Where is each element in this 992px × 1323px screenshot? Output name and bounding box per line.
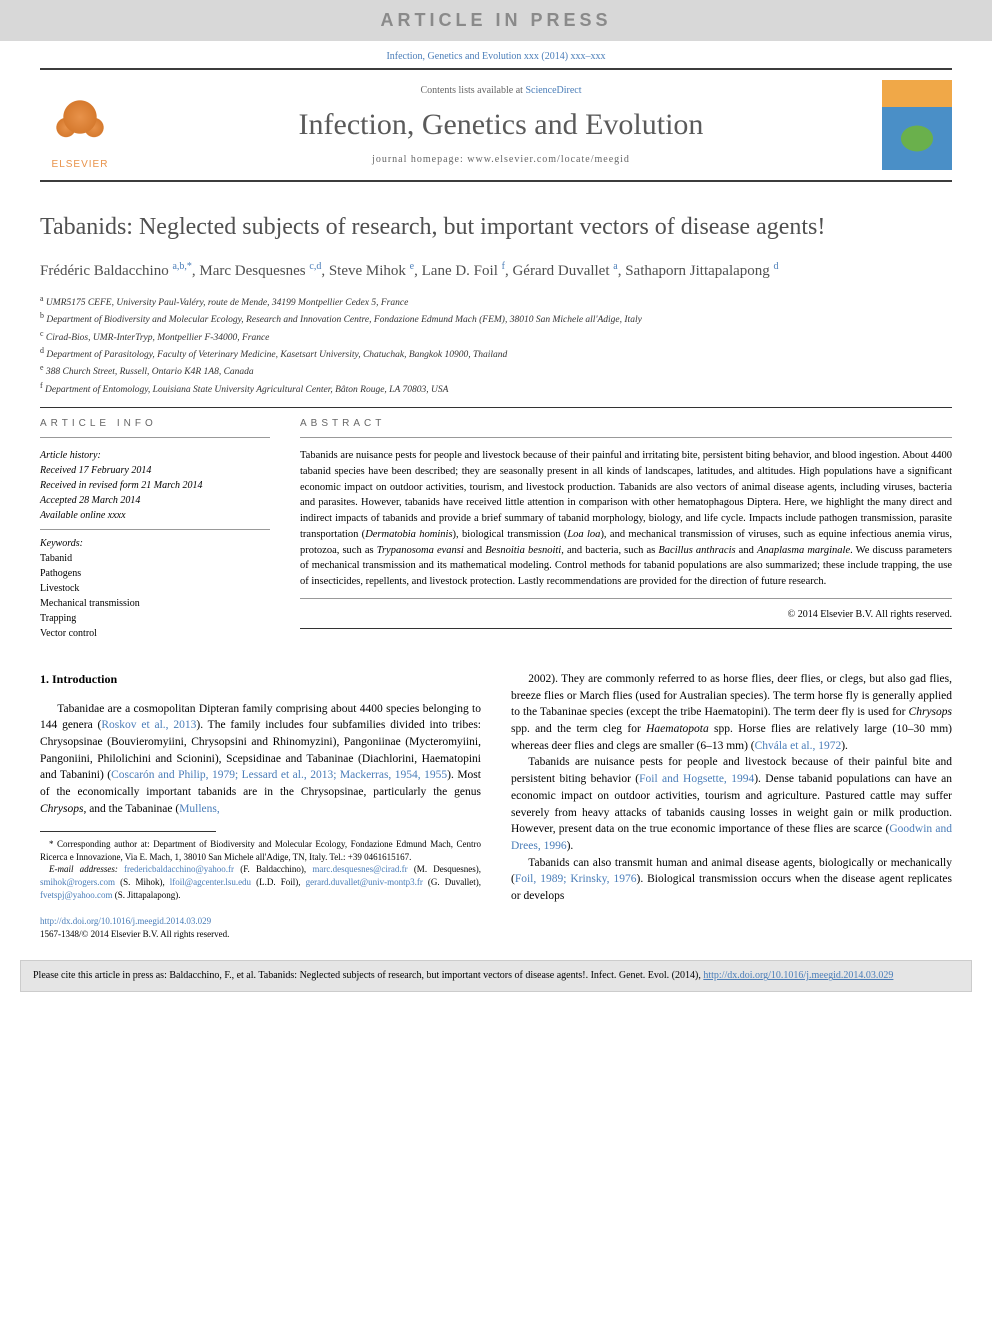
history-label: Article history:	[40, 448, 270, 463]
email-link[interactable]: fvetspj@yahoo.com	[40, 890, 113, 900]
section-heading-intro: 1. Introduction	[40, 671, 481, 688]
keyword-item: Tabanid	[40, 551, 270, 566]
journal-header: ELSEVIER Contents lists available at Sci…	[40, 68, 952, 182]
authors-line: Frédéric Baldacchino a,b,*, Marc Desques…	[40, 259, 952, 283]
keyword-item: Pathogens	[40, 566, 270, 581]
sciencedirect-link[interactable]: ScienceDirect	[525, 85, 581, 96]
cite-banner-doi-link[interactable]: http://dx.doi.org/10.1016/j.meegid.2014.…	[703, 970, 893, 981]
history-line: Available online xxxx	[40, 508, 270, 523]
history-line: Received 17 February 2014	[40, 463, 270, 478]
citation-ref[interactable]: Goodwin and Drees, 1996	[511, 823, 952, 852]
body-paragraph: Tabanids can also transmit human and ani…	[511, 855, 952, 905]
body-paragraph: Tabanidae are a cosmopolitan Dipteran fa…	[40, 701, 481, 818]
affiliation-line: a UMR5175 CEFE, University Paul-Valéry, …	[40, 293, 952, 310]
body-columns: 1. Introduction Tabanidae are a cosmopol…	[0, 671, 992, 940]
article-in-press-banner: ARTICLE IN PRESS	[0, 0, 992, 41]
citation-ref[interactable]: Roskov et al., 2013	[101, 719, 196, 731]
corresponding-author-footnote: * Corresponding author at: Department of…	[40, 838, 481, 863]
history-line: Received in revised form 21 March 2014	[40, 478, 270, 493]
article-main: Tabanids: Neglected subjects of research…	[0, 182, 992, 641]
abstract-header: ABSTRACT	[300, 418, 952, 438]
affiliation-line: c Cirad-Bios, UMR-InterTryp, Montpellier…	[40, 328, 952, 345]
citation-ref[interactable]: Coscarón and Philip, 1979; Lessard et al…	[111, 769, 447, 781]
keywords-block: Keywords: TabanidPathogensLivestockMecha…	[40, 536, 270, 641]
elsevier-tree-icon	[45, 89, 115, 159]
doi-block: http://dx.doi.org/10.1016/j.meegid.2014.…	[40, 915, 481, 940]
email-addresses-footnote: E-mail addresses: fredericbaldacchino@ya…	[40, 863, 481, 901]
issn-copyright: 1567-1348/© 2014 Elsevier B.V. All right…	[40, 929, 229, 939]
press-text: ARTICLE IN PRESS	[380, 10, 611, 30]
affiliation-line: e 388 Church Street, Russell, Ontario K4…	[40, 362, 952, 379]
citation-ref[interactable]: Foil and Hogsette, 1994	[639, 773, 754, 785]
affiliation-line: b Department of Biodiversity and Molecul…	[40, 310, 952, 327]
homepage-url[interactable]: www.elsevier.com/locate/meegid	[467, 154, 630, 165]
elsevier-label: ELSEVIER	[52, 159, 109, 170]
header-center: Contents lists available at ScienceDirec…	[140, 85, 862, 165]
citation-ref[interactable]: Mullens,	[179, 803, 220, 815]
article-info-column: ARTICLE INFO Article history: Received 1…	[40, 418, 270, 641]
contents-available-line: Contents lists available at ScienceDirec…	[140, 85, 862, 96]
journal-title: Infection, Genetics and Evolution	[140, 108, 862, 142]
info-abstract-row: ARTICLE INFO Article history: Received 1…	[40, 407, 952, 641]
top-citation: Infection, Genetics and Evolution xxx (2…	[0, 41, 992, 68]
body-paragraph: Tabanids are nuisance pests for people a…	[511, 754, 952, 854]
elsevier-logo[interactable]: ELSEVIER	[40, 80, 120, 170]
affiliations-block: a UMR5175 CEFE, University Paul-Valéry, …	[40, 293, 952, 397]
body-column-right: 2002). They are commonly referred to as …	[511, 671, 952, 940]
article-title: Tabanids: Neglected subjects of research…	[40, 212, 952, 243]
abstract-copyright: © 2014 Elsevier B.V. All rights reserved…	[300, 609, 952, 629]
history-line: Accepted 28 March 2014	[40, 493, 270, 508]
cite-banner-text: Please cite this article in press as: Ba…	[33, 970, 703, 981]
article-history: Article history: Received 17 February 20…	[40, 448, 270, 530]
citation-ref[interactable]: Chvála et al., 1972	[755, 740, 842, 752]
body-paragraph: 2002). They are commonly referred to as …	[511, 671, 952, 754]
affiliation-line: f Department of Entomology, Louisiana St…	[40, 380, 952, 397]
keywords-label: Keywords:	[40, 536, 270, 551]
cite-this-article-banner: Please cite this article in press as: Ba…	[20, 960, 972, 992]
footnote-separator	[40, 831, 216, 832]
email-link[interactable]: lfoil@agcenter.lsu.edu	[170, 877, 251, 887]
keyword-item: Trapping	[40, 611, 270, 626]
keyword-item: Livestock	[40, 581, 270, 596]
body-column-left: 1. Introduction Tabanidae are a cosmopol…	[40, 671, 481, 940]
doi-link[interactable]: http://dx.doi.org/10.1016/j.meegid.2014.…	[40, 916, 211, 926]
article-info-header: ARTICLE INFO	[40, 418, 270, 438]
email-link[interactable]: gerard.duvallet@univ-montp3.fr	[306, 877, 423, 887]
email-link[interactable]: marc.desquesnes@cirad.fr	[312, 864, 407, 874]
keyword-item: Vector control	[40, 626, 270, 641]
abstract-column: ABSTRACT Tabanids are nuisance pests for…	[300, 418, 952, 641]
abstract-text: Tabanids are nuisance pests for people a…	[300, 448, 952, 599]
journal-cover-thumbnail[interactable]	[882, 80, 952, 170]
email-link[interactable]: smihok@rogers.com	[40, 877, 115, 887]
affiliation-line: d Department of Parasitology, Faculty of…	[40, 345, 952, 362]
citation-ref[interactable]: Foil, 1989; Krinsky, 1976	[515, 873, 637, 885]
keyword-item: Mechanical transmission	[40, 596, 270, 611]
email-link[interactable]: fredericbaldacchino@yahoo.fr	[124, 864, 234, 874]
homepage-line: journal homepage: www.elsevier.com/locat…	[140, 154, 862, 165]
